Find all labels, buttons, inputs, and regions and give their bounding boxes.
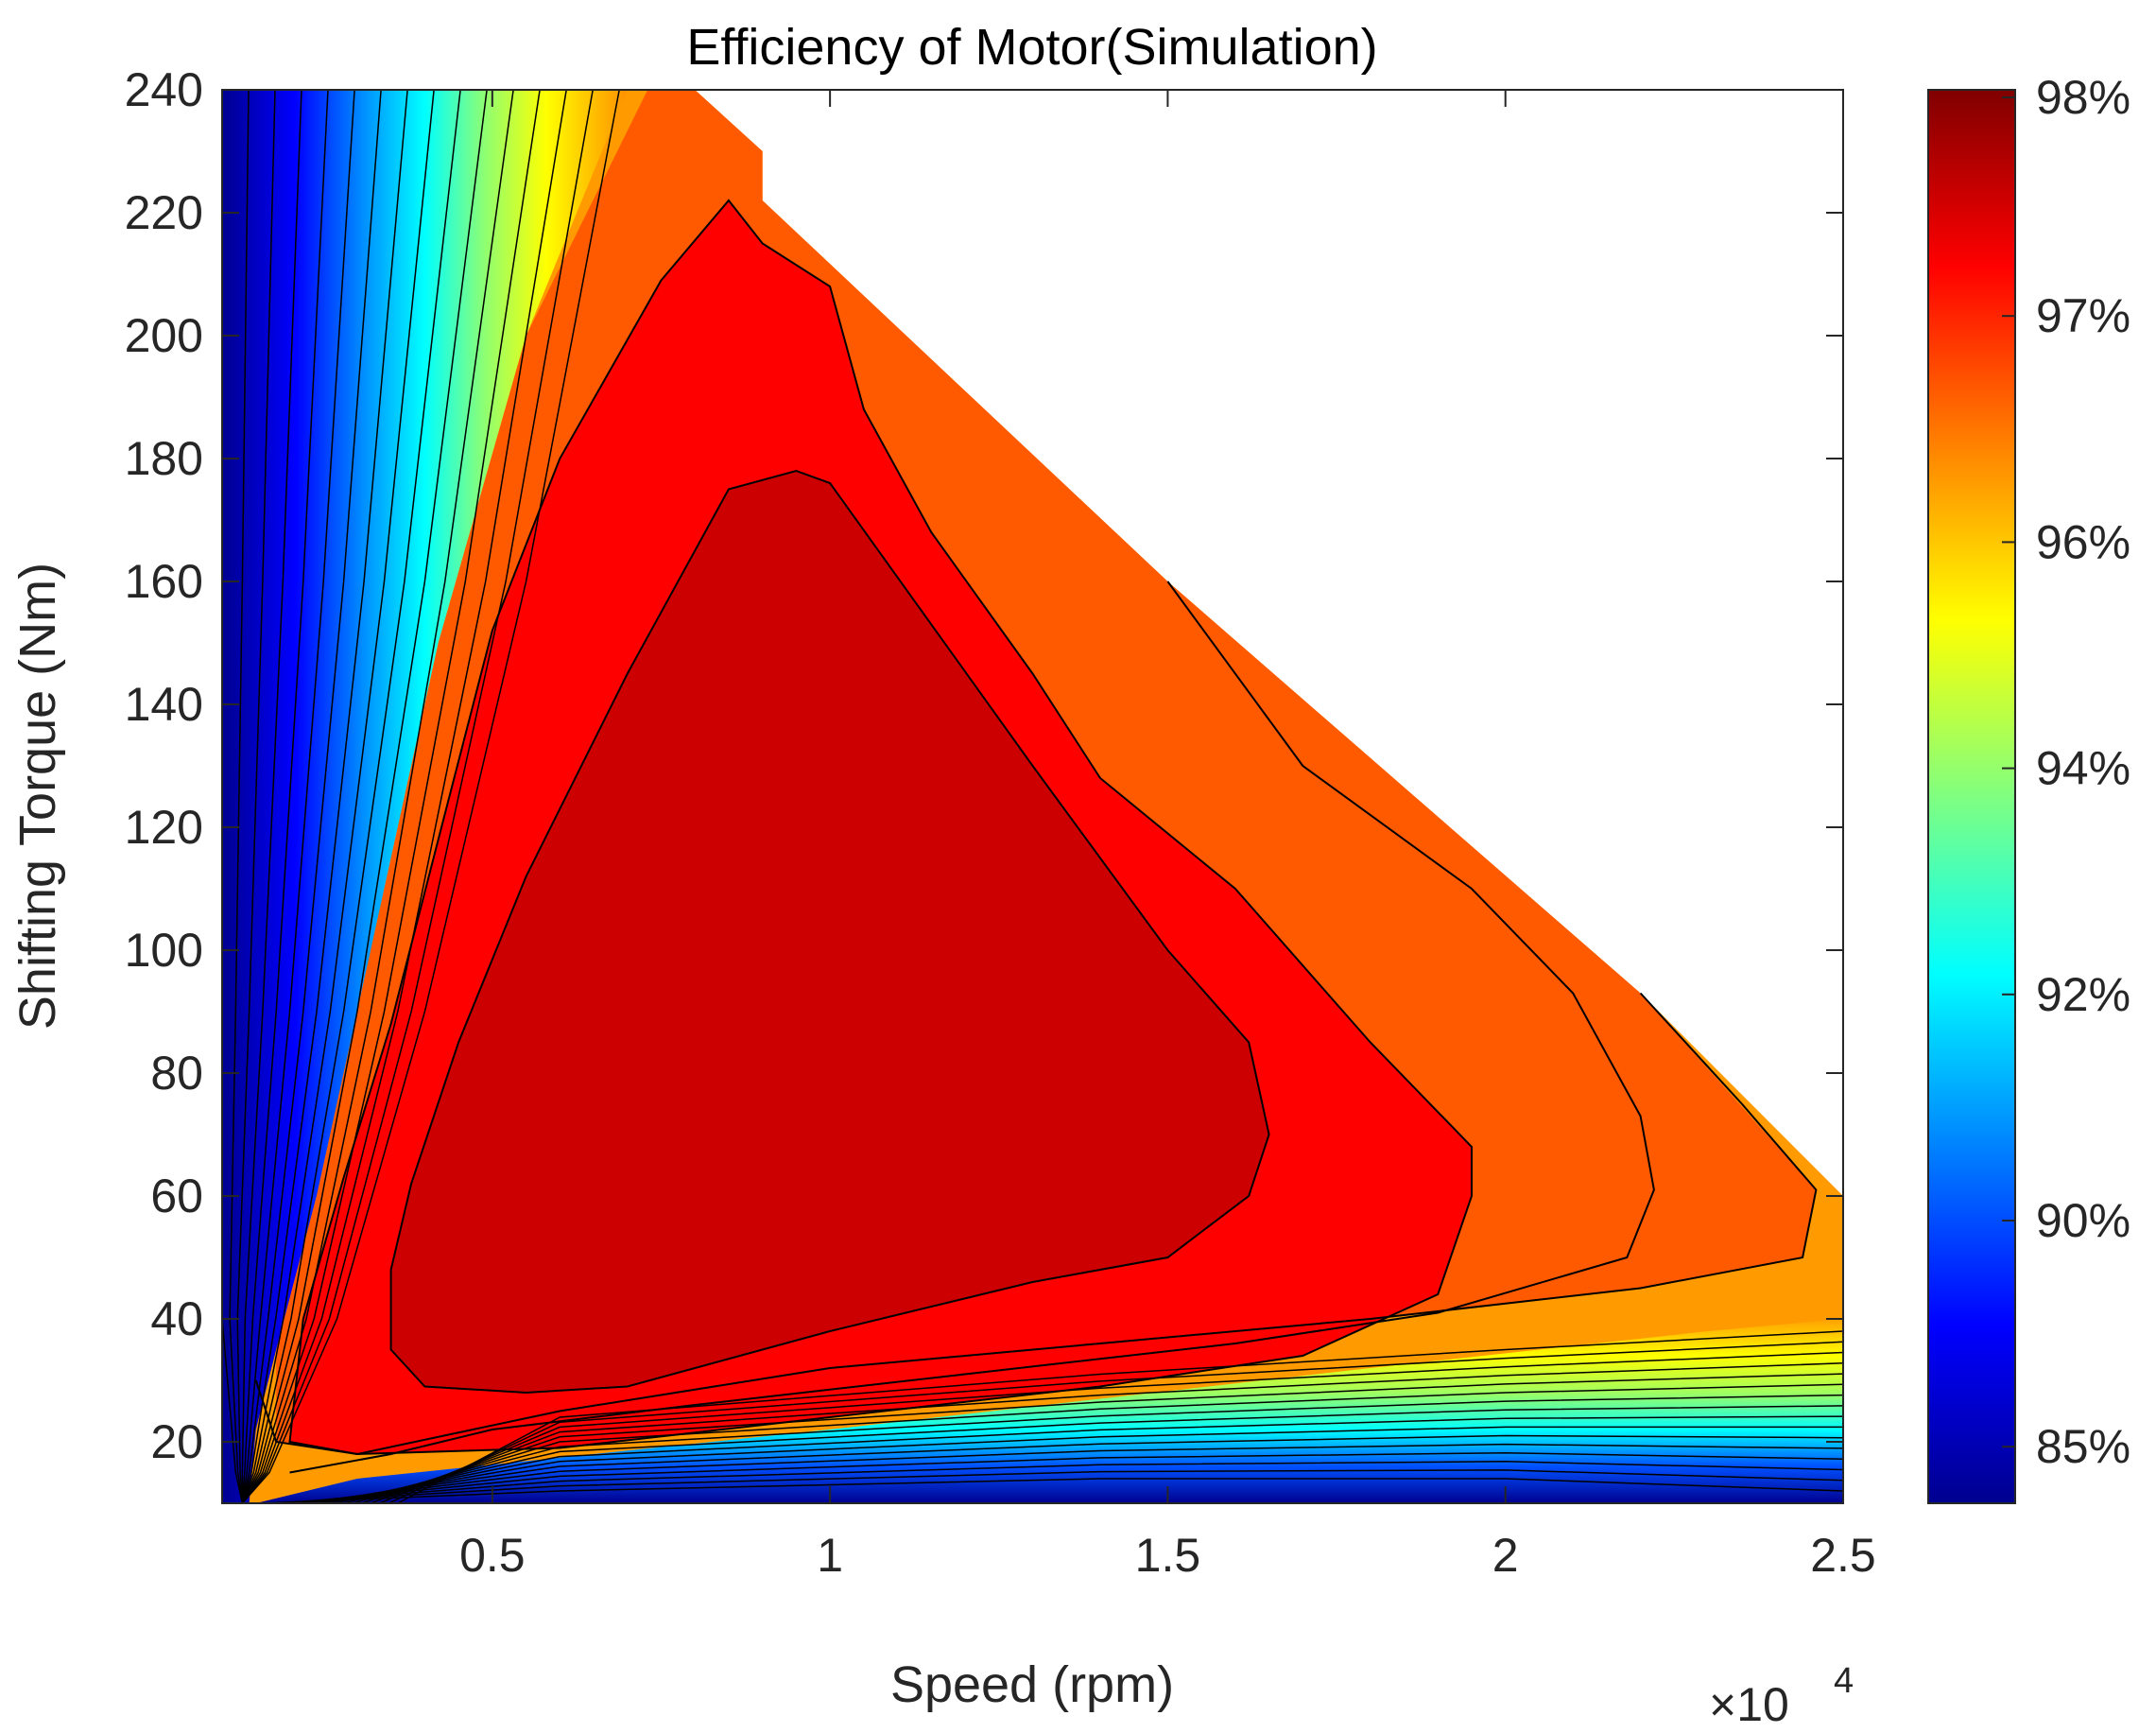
fan-line-left — [241, 90, 408, 1503]
fan-line-bottom — [334, 1405, 1843, 1503]
x-tick-label: 2.5 — [1810, 1529, 1876, 1582]
y-tick-label: 180 — [125, 432, 203, 485]
colorbar: 85% 90% 92% 94% 96% 97% 98% — [1927, 71, 2130, 1504]
colorbar-ticks: 85% 90% 92% 94% 96% 97% 98% — [2002, 71, 2130, 1473]
fan-line-left — [241, 90, 567, 1503]
fan-line-bottom — [352, 1383, 1843, 1503]
fan-line-bottom — [325, 1415, 1843, 1503]
x-axis-exponent: ×10 4 — [1709, 1661, 1854, 1731]
fan-line-bottom — [379, 1351, 1843, 1503]
y-tick-label: 240 — [125, 63, 203, 116]
x-tick-label: 0.5 — [459, 1529, 526, 1582]
fan-line-bottom — [307, 1434, 1843, 1503]
x-exponent-power: 4 — [1834, 1661, 1854, 1701]
contour-line-97 — [288, 199, 1473, 1456]
fan-line-left — [241, 90, 620, 1503]
x-tick-label: 2 — [1492, 1529, 1519, 1582]
chart-title: Efficiency of Motor(Simulation) — [686, 19, 1377, 76]
colorbar-tick-label: 96% — [2036, 515, 2130, 568]
fan-line-left — [241, 90, 461, 1503]
y-axis-label: Shifting Torque (Nm) — [9, 563, 66, 1030]
fan-line-bottom — [280, 1461, 1843, 1503]
y-tick-label: 200 — [125, 309, 203, 362]
fan-line-bottom — [298, 1443, 1843, 1503]
fan-line-left — [241, 90, 541, 1503]
fan-line-left — [241, 90, 355, 1503]
x-axis-label: Speed (rpm) — [890, 1656, 1174, 1713]
fan-line-left — [241, 90, 382, 1503]
fan-line-bottom — [388, 1341, 1843, 1503]
y-tick-label: 20 — [150, 1415, 203, 1468]
y-tick-label: 160 — [125, 555, 203, 608]
colorbar-tick-label: 94% — [2036, 742, 2130, 795]
fan-line-left — [241, 90, 514, 1503]
y-tick-label: 40 — [150, 1292, 203, 1345]
fan-line-bottom — [361, 1373, 1843, 1503]
plot-frame — [221, 89, 1844, 1504]
fan-line-bottom — [343, 1394, 1843, 1503]
fan-line-left — [241, 90, 435, 1503]
colorbar-scale — [1927, 89, 2016, 1504]
fan-line-left — [241, 90, 329, 1503]
colorbar-tick-label: 98% — [2036, 71, 2130, 124]
y-tick-label: 120 — [125, 801, 203, 854]
colorbar-tick-label: 85% — [2036, 1420, 2130, 1473]
y-tick-label: 60 — [150, 1170, 203, 1222]
fan-line-left — [236, 90, 276, 1503]
fan-line-left — [241, 90, 302, 1503]
x-exponent-base: ×10 — [1709, 1678, 1789, 1731]
y-tick-label: 80 — [150, 1047, 203, 1100]
colorbar-tick-label: 97% — [2036, 289, 2130, 342]
fan-line-bottom — [397, 1330, 1843, 1503]
y-tick-label: 220 — [125, 186, 203, 239]
fan-line-bottom — [370, 1362, 1843, 1503]
fan-line-bottom — [289, 1451, 1843, 1503]
y-axis-ticks: 20 40 60 80 100 120 140 160 180 200 220 240 — [125, 63, 1843, 1468]
contour-line-96-2 — [254, 992, 1818, 1456]
region-low-speed-fan — [222, 90, 628, 1503]
fan-line-left — [241, 90, 488, 1503]
region-97-5pct — [390, 471, 1269, 1393]
y-tick-label: 140 — [125, 678, 203, 731]
contour-line-97-5 — [389, 469, 1270, 1395]
y-tick-label: 100 — [125, 924, 203, 977]
x-axis-ticks: 0.5 1 1.5 2 2.5 — [459, 90, 1876, 1582]
contour-lines-layer — [222, 90, 1843, 1503]
fan-line-bottom — [262, 1478, 1843, 1503]
fan-line-bottom — [316, 1426, 1843, 1503]
fan-line-left — [222, 90, 244, 1503]
plot-area: 0.5 1 1.5 2 2.5 20 40 60 80 100 120 140 160 180 200 22… — [125, 63, 1876, 1582]
fan-line-bottom — [271, 1469, 1843, 1503]
contour-line-96-5 — [289, 581, 1655, 1474]
fan-line-left — [241, 90, 594, 1503]
colorbar-tick-label: 92% — [2036, 968, 2130, 1021]
fan-line-left — [229, 90, 250, 1503]
colorbar-tick-label: 90% — [2036, 1194, 2130, 1247]
x-tick-label: 1.5 — [1135, 1529, 1201, 1582]
x-tick-label: 1 — [817, 1529, 843, 1582]
